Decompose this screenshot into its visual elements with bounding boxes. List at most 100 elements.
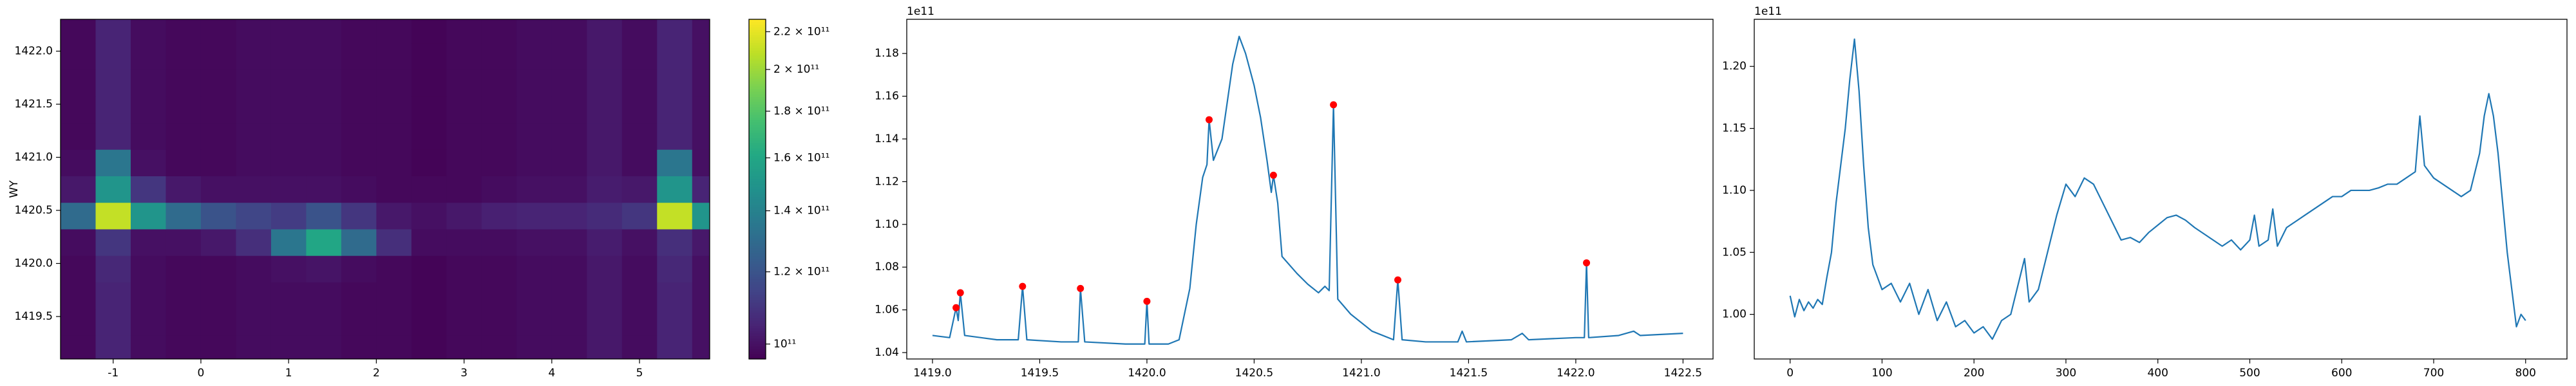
x-tick-label: 1420.0 — [1128, 367, 1166, 380]
heatmap-cell — [200, 308, 237, 336]
colorbar-swatch — [749, 176, 766, 179]
heatmap-cell — [481, 202, 517, 230]
heatmap-cell — [481, 176, 517, 203]
heatmap-cell — [446, 308, 482, 336]
colorbar-swatch — [749, 300, 766, 303]
colorbar-swatch — [749, 99, 766, 102]
heatmap-cell — [376, 69, 412, 97]
heatmap-cell — [481, 43, 517, 70]
colorbar-swatch — [749, 279, 766, 282]
heatmap-cell — [551, 149, 587, 176]
y-tick-label: 1421.5 — [15, 98, 53, 111]
heatmap-cell — [95, 228, 131, 256]
y-tick-label: 1.08 — [875, 261, 899, 273]
heatmap-cell — [516, 202, 553, 230]
heatmap-cell — [270, 122, 307, 150]
colorbar-swatch — [749, 351, 766, 354]
colorbar-swatch — [749, 45, 766, 48]
heatmap-cell — [657, 149, 693, 176]
peak-marker — [1394, 276, 1402, 284]
heatmap-cell — [621, 149, 658, 176]
colorbar-swatch — [749, 223, 766, 226]
colorbar-swatch — [749, 354, 766, 357]
y-tick-label: 1.04 — [875, 346, 899, 359]
heatmap-cell — [341, 96, 377, 124]
colorbar-swatch — [749, 138, 766, 141]
heatmap-cell — [376, 149, 412, 176]
heatmap-cell — [376, 43, 412, 70]
heatmap-cell — [621, 335, 658, 359]
colorbar-swatch — [749, 81, 766, 84]
colorbar-swatch — [749, 91, 766, 95]
colorbar-swatch — [749, 112, 766, 115]
colorbar-swatch — [749, 166, 766, 169]
heatmap-cell — [270, 176, 307, 203]
colorbar-swatch — [749, 199, 766, 203]
heatmap-cell — [236, 122, 272, 150]
heatmap-cell — [481, 308, 517, 336]
colorbar-swatch — [749, 235, 766, 239]
colorbar-swatch — [749, 163, 766, 167]
heatmap-cell — [411, 228, 447, 256]
offset-text: 1e11 — [907, 5, 934, 18]
heatmap-cell — [61, 308, 97, 336]
heatmap-cell — [692, 228, 710, 256]
x-tick-label: 800 — [2515, 367, 2536, 380]
colorbar-swatch — [749, 287, 766, 290]
colorbar-swatch — [749, 331, 766, 334]
heatmap-cell — [516, 122, 553, 150]
heatmap-cell — [411, 149, 447, 176]
heatmap-cell — [236, 335, 272, 359]
heatmap-cell — [236, 255, 272, 282]
x-tick-label: 1419.5 — [1021, 367, 1059, 380]
heatmap-cell — [61, 96, 97, 124]
heatmap-cell — [551, 122, 587, 150]
y-tick-label: 1.16 — [875, 90, 899, 103]
colorbar-swatch — [749, 143, 766, 146]
heatmap-cell — [411, 176, 447, 203]
heatmap-cell — [692, 176, 710, 203]
heatmap-cell — [270, 96, 307, 124]
y-axis-label: WY — [8, 180, 21, 198]
heatmap-cell — [657, 255, 693, 282]
x-tick-label: 1422.5 — [1664, 367, 1702, 380]
x-tick-label: 700 — [2423, 367, 2444, 380]
colorbar-swatch — [749, 78, 766, 82]
heatmap-cell — [587, 96, 623, 124]
colorbar-swatch — [749, 295, 766, 298]
heatmap-cell — [236, 282, 272, 309]
colorbar-swatch — [749, 30, 766, 33]
colorbar-swatch — [749, 248, 766, 252]
colorbar-swatch — [749, 238, 766, 241]
heatmap-cell — [61, 202, 97, 230]
line-series — [932, 35, 1683, 345]
heatmap-cell — [341, 228, 377, 256]
colorbar-tick-label: 1.4 × 10¹¹ — [773, 205, 829, 217]
heatmap-cell — [270, 255, 307, 282]
heatmap-cell — [516, 228, 553, 256]
heatmap-cell — [341, 255, 377, 282]
colorbar-swatch — [749, 189, 766, 192]
heatmap-cell — [446, 282, 482, 309]
heatmap-cell — [657, 69, 693, 97]
peak-marker — [1583, 259, 1591, 267]
colorbar-swatch — [749, 125, 766, 128]
colorbar-swatch — [749, 197, 766, 200]
heatmap-cell — [376, 176, 412, 203]
colorbar-swatch — [749, 135, 766, 138]
colorbar-swatch — [749, 153, 766, 156]
heatmap-cell — [516, 149, 553, 176]
x-tick-label: 1422.0 — [1557, 367, 1595, 380]
heatmap-cell — [446, 228, 482, 256]
heatmap-cell — [341, 176, 377, 203]
heatmap-cell — [481, 228, 517, 256]
heatmap-cell — [692, 149, 710, 176]
heatmap-cell — [551, 96, 587, 124]
colorbar-swatch — [749, 308, 766, 311]
colorbar-swatch — [749, 40, 766, 43]
heatmap-cell — [376, 282, 412, 309]
colorbar-swatch — [749, 145, 766, 149]
heatmap-cell — [306, 149, 342, 176]
heatmap-cell — [236, 176, 272, 203]
heatmap-cell — [200, 228, 237, 256]
